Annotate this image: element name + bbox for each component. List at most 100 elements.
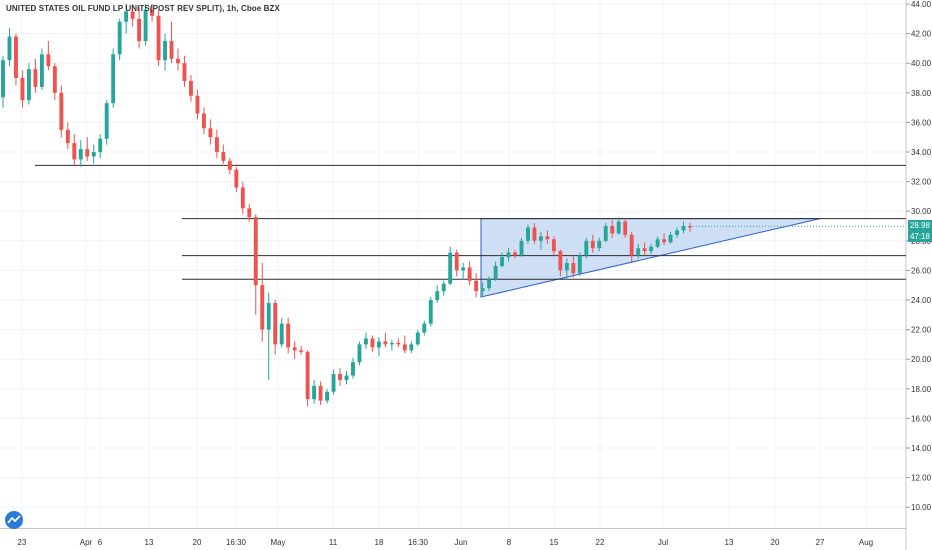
candle-body	[610, 226, 615, 234]
x-tick-label: 18	[375, 538, 384, 547]
candle-body	[519, 240, 524, 256]
candle-body	[52, 66, 57, 93]
candle-body	[273, 302, 278, 345]
y-tick-label: 26.00	[911, 266, 932, 275]
y-tick-label: 32.00	[911, 178, 932, 187]
y-tick-label: 12.00	[911, 474, 932, 483]
candle-body	[616, 221, 621, 234]
candle-body	[571, 263, 576, 274]
candle-body	[104, 103, 109, 139]
candle-body	[72, 143, 77, 160]
x-tick-label: 6	[98, 538, 103, 547]
candle-body	[480, 288, 485, 292]
candle-body	[331, 374, 336, 392]
countdown-badge: 47:18	[908, 231, 932, 243]
candle-body	[545, 236, 550, 240]
x-tick-label: 16:30	[226, 538, 247, 547]
candle-body	[279, 323, 284, 345]
candle-body	[234, 169, 239, 188]
y-tick-label: 30.00	[911, 207, 932, 216]
candle-body	[584, 240, 589, 256]
candle-body	[597, 240, 602, 249]
x-tick-label: 13	[725, 538, 734, 547]
candle-body	[325, 391, 330, 401]
candle-body	[402, 344, 407, 351]
candle-body	[526, 227, 530, 241]
candle-body	[662, 239, 667, 243]
y-tick-label: 44.00	[911, 0, 932, 9]
candle-body	[39, 54, 44, 87]
y-tick-label: 18.00	[911, 385, 932, 394]
x-tick-label: 11	[329, 538, 338, 547]
candle-body	[487, 279, 492, 289]
candle-body	[247, 208, 252, 218]
candle-body	[629, 234, 634, 256]
x-tick-label: 22	[596, 538, 605, 547]
x-tick-label: May	[270, 538, 285, 547]
candle-body	[435, 291, 440, 300]
candle-body	[590, 240, 595, 249]
x-tick-label: 27	[816, 538, 825, 547]
candle-body	[532, 227, 537, 241]
candle-body	[577, 255, 582, 274]
y-tick-label: 10.00	[911, 503, 932, 512]
candle-body	[675, 230, 679, 235]
y-tick-label: 22.00	[911, 326, 932, 335]
y-tick-label: 14.00	[911, 444, 932, 453]
y-tick-label: 40.00	[911, 59, 932, 68]
candle-body	[357, 344, 362, 363]
x-tick-label: Apr	[80, 538, 93, 547]
candle-body	[117, 21, 122, 55]
candle-body	[189, 80, 193, 96]
candle-body	[454, 252, 459, 271]
candle-body	[195, 95, 200, 114]
y-tick-label: 38.00	[911, 89, 932, 98]
x-tick-label: Aug	[859, 538, 873, 547]
candle-body	[201, 113, 206, 129]
candle-body	[182, 63, 187, 81]
candle-body	[221, 152, 226, 161]
x-tick-label: 20	[193, 538, 202, 547]
x-tick-label: 8	[507, 538, 512, 547]
candle-body	[409, 344, 414, 351]
candle-body	[130, 11, 135, 19]
candle-body	[376, 341, 381, 348]
y-tick-label: 34.00	[911, 148, 932, 157]
candle-body	[169, 41, 174, 59]
candle-body	[111, 54, 116, 104]
candle-body	[623, 221, 628, 235]
candle-body	[137, 18, 142, 41]
candle-body	[636, 248, 641, 256]
tradingview-logo-icon[interactable]	[4, 510, 24, 530]
candle-body	[33, 69, 38, 87]
candle-body	[260, 285, 265, 330]
candle-body	[564, 263, 569, 271]
y-tick-label: 24.00	[911, 296, 932, 305]
candle-body	[7, 36, 12, 61]
candle-body	[474, 280, 479, 292]
candle-body	[91, 152, 96, 157]
x-tick-label: Jul	[658, 538, 668, 547]
chart-title: UNITED STATES OIL FUND LP UNITS(POST REV…	[6, 4, 280, 13]
candle-body	[98, 138, 103, 152]
candle-body	[441, 283, 446, 292]
x-tick-label: 23	[18, 538, 27, 547]
candle-body	[506, 252, 511, 258]
candle-body	[551, 239, 556, 252]
candle-body	[150, 9, 155, 16]
candle-body	[668, 234, 673, 243]
candle-body	[370, 338, 375, 348]
candle-body	[156, 15, 161, 61]
candle-body	[227, 160, 232, 170]
y-tick-label: 36.00	[911, 118, 932, 127]
x-tick-label: Jun	[455, 538, 468, 547]
candle-body	[266, 302, 271, 330]
candle-body	[214, 137, 219, 152]
candle-body	[461, 267, 466, 271]
y-tick-label: 42.00	[911, 30, 932, 39]
x-tick-label: 20	[771, 538, 780, 547]
ascending-triangle	[480, 218, 821, 298]
candle-body	[65, 129, 70, 144]
